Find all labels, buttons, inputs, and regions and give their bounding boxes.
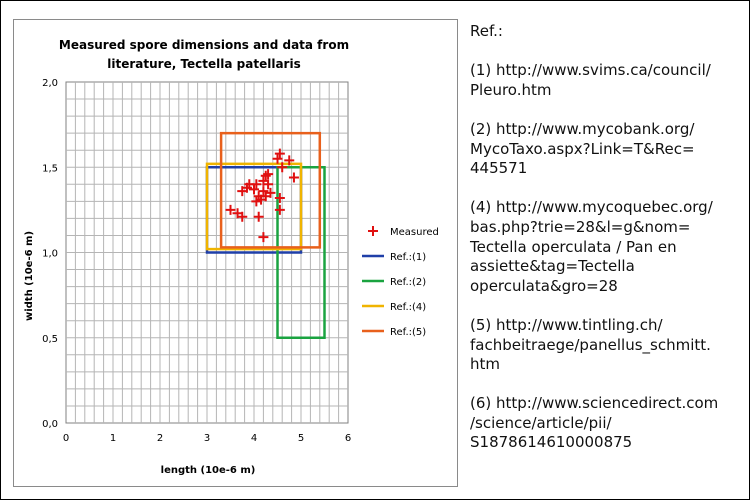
reference-box-3	[205, 162, 303, 251]
measured-point	[237, 211, 248, 222]
measured-point	[253, 211, 264, 222]
legend-label-measured: Measured	[390, 227, 439, 238]
measured-point	[258, 232, 269, 243]
measured-point	[225, 204, 236, 215]
legend-marker-measured	[368, 226, 378, 236]
legend-label-ref-4: Ref.:(5)	[390, 327, 426, 338]
x-tick-label: 2	[157, 433, 163, 444]
axis-ticks: 0 1 2 3 4 5 6 0,0 0,5 1,0 1,5 2,0	[42, 78, 351, 444]
y-tick-label: 1,5	[42, 163, 58, 174]
measured-point	[249, 184, 259, 195]
measured-point	[274, 148, 285, 159]
measured-point	[251, 179, 262, 190]
measured-point	[237, 186, 248, 197]
measured-point	[288, 172, 299, 183]
reference-box-4	[219, 131, 322, 249]
measured-point	[274, 192, 285, 203]
reference-boxes	[205, 131, 326, 339]
chart-title-line-1: Measured spore dimensions and data from	[59, 38, 349, 52]
measured-point	[251, 196, 262, 207]
reference-5: (5) http://www.tintling.ch/ fachbeitraeg…	[470, 315, 711, 374]
y-tick-label: 0,5	[42, 334, 58, 345]
measured-point	[284, 155, 295, 166]
measured-point	[256, 194, 267, 205]
chart-title-line-2: literature, Tectella patellaris	[107, 57, 300, 71]
y-tick-label: 0,0	[42, 419, 58, 430]
measured-point	[263, 169, 274, 180]
x-tick-label: 4	[251, 433, 257, 444]
reference-4: (4) http://www.mycoquebec.org/ bas.php?t…	[470, 198, 713, 295]
references-panel: Ref.: (1) http://www.svims.ca/council/ P…	[470, 22, 742, 473]
measured-point	[258, 186, 269, 197]
x-tick-label: 3	[204, 433, 210, 444]
spore-dimensions-chart: Measured spore dimensions and data from …	[24, 38, 439, 476]
measured-point	[272, 153, 283, 164]
measured-point	[274, 204, 285, 215]
measured-points	[225, 148, 299, 243]
legend-label-ref-3: Ref.:(4)	[390, 302, 426, 313]
legend-label-ref-2: Ref.:(2)	[390, 277, 426, 288]
x-axis-label: length (10e-6 m)	[161, 465, 256, 476]
legend: Measured Ref.:(1) Ref.:(2) Ref.:(4) Ref.:(5)	[362, 226, 439, 338]
y-axis-label: width (10e-6 m)	[24, 231, 35, 321]
measured-point	[277, 162, 288, 173]
y-tick-label: 1,0	[42, 249, 58, 260]
reference-6: (6) http://www.sciencedirect.com /scienc…	[470, 394, 719, 452]
y-tick-label: 2,0	[42, 78, 58, 89]
x-tick-label: 5	[298, 433, 304, 444]
x-tick-label: 0	[63, 433, 69, 444]
reference-1: (1) http://www.svims.ca/council/ Pleuro.…	[470, 61, 711, 99]
references-title: Ref.:	[470, 22, 503, 40]
legend-label-ref-1: Ref.:(1)	[390, 252, 426, 263]
reference-2: (2) http://www.mycobank.org/ MycoTaxo.as…	[470, 119, 695, 178]
measured-point	[263, 179, 274, 190]
chart-panel: Measured spore dimensions and data from …	[13, 19, 458, 487]
x-tick-label: 6	[345, 433, 351, 444]
x-tick-label: 1	[110, 433, 116, 444]
